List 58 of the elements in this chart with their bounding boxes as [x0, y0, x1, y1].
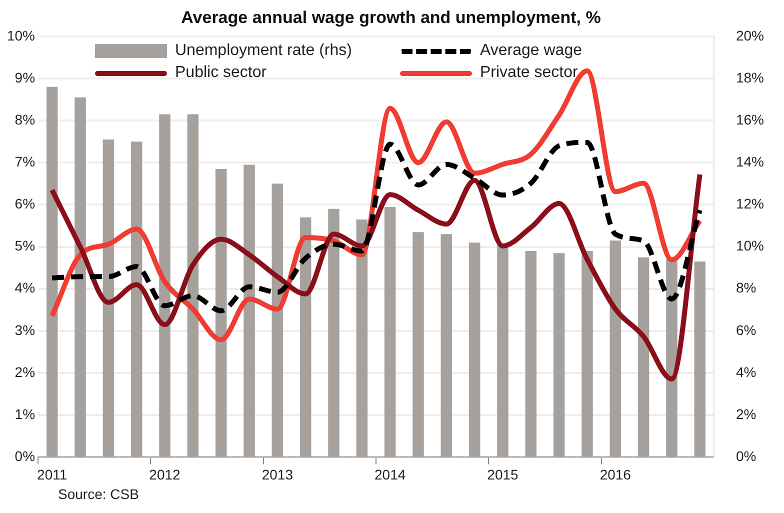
y2-tick-label: 8% [736, 280, 756, 296]
y-tick-label: 6% [14, 196, 36, 212]
bar [46, 86, 58, 458]
bar [187, 114, 199, 458]
bar [638, 257, 650, 458]
y-tick-label: 10% [6, 27, 36, 44]
x-tick-label: 2014 [374, 466, 406, 482]
y-tick-label: 7% [14, 154, 36, 170]
y-tick-label: 1% [14, 406, 36, 422]
y-tick-label: 2% [14, 364, 36, 380]
source-note: Source: CSB [58, 486, 139, 502]
bar [130, 142, 142, 458]
y2-tick-label: 16% [736, 111, 764, 128]
bar [215, 168, 227, 458]
y2-tick-label: 0% [736, 448, 756, 464]
bar [553, 253, 565, 458]
bar [582, 251, 593, 458]
y2-tick-label: 2% [736, 406, 756, 422]
bar [525, 251, 537, 458]
y-tick-label: 3% [14, 322, 36, 338]
y2-tick-label: 4% [736, 364, 756, 380]
legend-label: Public sector [175, 64, 267, 82]
bar [497, 244, 508, 458]
bar [356, 219, 368, 458]
bar [440, 234, 452, 458]
y2-tick-label: 10% [736, 238, 764, 254]
bar [384, 206, 396, 458]
bar [328, 208, 340, 458]
y2-tick-label: 6% [736, 322, 756, 338]
bar [102, 139, 114, 458]
x-tick-label: 2013 [262, 466, 294, 482]
bar [666, 259, 678, 458]
y2-tick-label: 18% [736, 69, 764, 86]
bar [159, 114, 170, 458]
y-tick-label: 0% [14, 448, 36, 464]
x-tick-label: 2012 [149, 466, 181, 482]
y-tick-label: 4% [14, 280, 36, 296]
bar [610, 240, 622, 458]
bar [74, 97, 86, 458]
x-tick-label: 2015 [487, 466, 519, 482]
bar [694, 262, 706, 458]
legend-label: Average wage [480, 42, 582, 60]
bar [244, 164, 255, 458]
bar [272, 184, 284, 458]
bar [300, 217, 312, 458]
legend-label: Private sector [480, 64, 578, 82]
y-tick-label: 8% [14, 111, 36, 128]
chart-title: Average annual wage growth and unemployment, % [181, 8, 601, 27]
legend-label: Unemployment rate (rhs) [175, 42, 352, 60]
y-tick-label: 9% [14, 69, 36, 86]
x-tick-label: 2016 [600, 466, 632, 482]
y2-tick-label: 12% [736, 196, 764, 212]
y-tick-label: 5% [14, 238, 36, 254]
bar [412, 232, 424, 458]
y2-tick-label: 14% [736, 154, 764, 170]
bar [468, 242, 480, 458]
y2-tick-label: 20% [736, 27, 764, 44]
x-tick-label: 2011 [37, 466, 68, 482]
